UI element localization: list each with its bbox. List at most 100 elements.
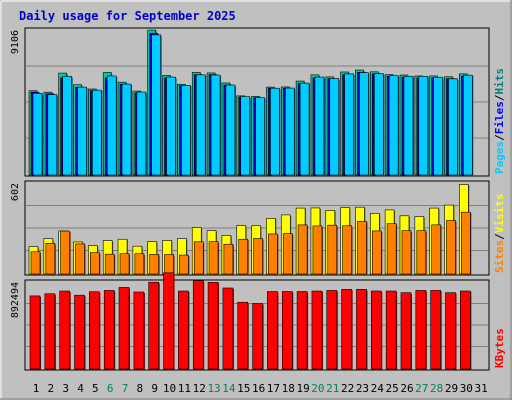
middle-bar-sites [297,224,308,275]
middle-bar-sites [253,238,263,275]
top-legend-item: / [493,94,506,101]
middle-bar-sites [164,254,174,275]
top-bar-pages [181,85,191,176]
middle-bar-sites [223,243,234,275]
top-bar-pages [299,82,310,176]
top-legend-item: Pages [493,141,506,174]
middle-bar-sites [282,233,293,275]
middle-bar-sites [60,230,70,275]
bottom-bar-kbytes [59,290,70,370]
middle-bar-sites [75,243,85,275]
bottom-series-legend: KBytes [493,328,506,368]
bottom-bar-kbytes [341,289,352,370]
middle-bar-sites [134,253,145,275]
day-label: 4 [77,382,84,395]
top-bar-pages [77,86,87,176]
day-label: 24 [371,382,385,395]
day-label: 1 [33,382,40,395]
top-bar-pages [403,75,414,176]
chart-title: Daily usage for September 2025 [19,9,236,23]
middle-bar-sites [446,220,456,275]
middle-bar-sites [386,223,397,275]
day-label: 18 [282,382,295,395]
bottom-bar-kbytes [118,287,130,370]
bottom-bar-kbytes [281,291,293,370]
middle-bar-sites [416,230,427,275]
middle-bar-sites [45,243,56,275]
top-series-legend: Pages/Files/Hits [493,68,506,174]
bottom-series-kbytes [29,272,472,370]
bottom-bar-kbytes [89,291,100,370]
middle-bar-sites [238,238,249,275]
bottom-bar-kbytes [370,290,382,370]
top-legend-item: Hits [493,68,506,95]
day-label: 25 [386,382,399,395]
middle-bar-sites [90,252,100,275]
top-bar-pages [225,84,236,176]
bottom-bar-kbytes [74,294,85,370]
day-label: 10 [163,382,176,395]
day-label: 22 [341,382,354,395]
middle-bar-sites [30,251,41,275]
day-label: 21 [326,382,339,395]
middle-bar-sites [268,233,278,275]
bottom-bar-kbytes [311,290,323,370]
top-bar-pages [106,75,117,176]
bottom-bar-kbytes [267,291,278,370]
day-label: 3 [62,382,69,395]
bottom-bar-kbytes [252,303,263,370]
day-label: 5 [92,382,99,395]
top-legend-item: Files [493,101,506,134]
day-label: 31 [475,382,488,395]
bottom-bar-kbytes [237,301,249,370]
top-bar-pages [151,34,162,176]
middle-series-legend: Sites/Visits [493,194,506,274]
top-bar-pages [373,73,384,176]
middle-bar-sites [327,224,338,275]
day-label: 6 [107,382,114,395]
bottom-bar-kbytes [163,272,174,370]
top-bar-pages [255,97,265,176]
top-bar-pages [136,91,147,176]
top-bar-pages [463,74,473,176]
bottom-bar-kbytes [430,290,441,370]
middle-bar-sites [371,230,382,275]
bottom-bar-kbytes [103,290,115,370]
top-bar-pages [270,87,280,176]
top-bar-pages [62,76,72,176]
chart-panels: 9106Pages/Files/Hits602Sites/Visits89249… [10,27,506,371]
middle-bar-sites [193,241,204,275]
bottom-bar-kbytes [178,290,189,370]
bottom-bar-kbytes [445,292,456,370]
bottom-bar-kbytes [326,290,338,370]
bottom-bar-kbytes [460,290,471,370]
top-bar-pages [388,75,399,176]
top-bar-pages [448,78,458,176]
day-label: 30 [460,382,473,395]
middle-bar-sites [357,221,367,275]
day-label: 17 [267,382,280,395]
day-label: 23 [356,382,369,395]
top-bar-pages [329,78,340,176]
top-bar-pages [418,75,429,176]
bottom-bar-kbytes [44,293,56,370]
day-label: 7 [122,382,129,395]
middle-legend-item: / [493,233,506,240]
top-bar-pages [166,76,176,176]
bottom-bar-kbytes [356,289,367,370]
top-bar-pages [195,74,206,176]
top-bar-pages [359,72,369,176]
day-label: 19 [296,382,309,395]
day-label: 12 [193,382,206,395]
top-bar-pages [121,83,132,176]
bottom-bar-kbytes [148,281,160,370]
middle-bar-sites [342,225,352,275]
middle-bar-sites [104,253,115,275]
middle-max-label: 602 [10,183,21,201]
top-series-pages [32,34,474,176]
top-bar-pages [314,76,325,176]
day-label: 2 [48,382,55,395]
middle-legend-item: Visits [493,194,506,234]
day-label: 20 [311,382,324,395]
